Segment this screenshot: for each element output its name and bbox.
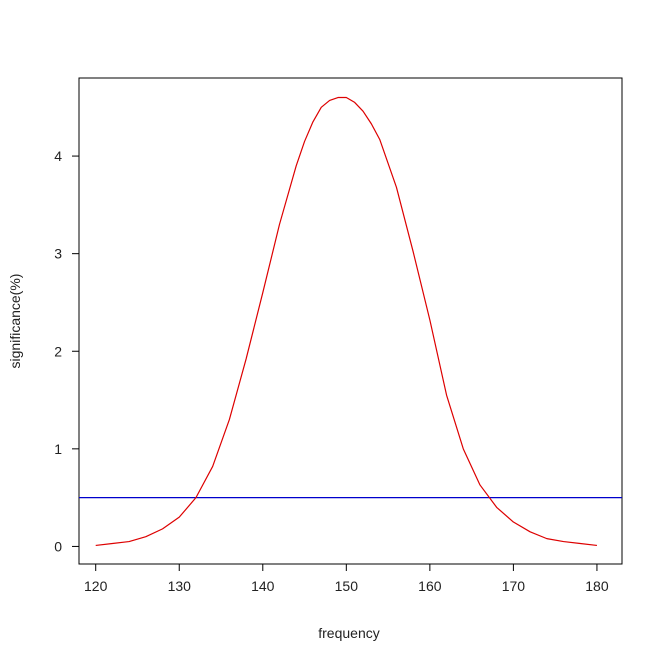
y-tick-label: 3	[54, 246, 62, 262]
x-tick-label: 150	[335, 578, 359, 594]
series-line	[95, 96, 598, 547]
y-tick-label: 4	[54, 148, 62, 164]
series-layer	[95, 96, 598, 547]
x-tick-label: 140	[251, 578, 275, 594]
y-tick-label: 0	[54, 538, 62, 554]
plot-frame	[78, 77, 623, 565]
y-axis-title: significance(%)	[7, 274, 23, 369]
y-tick-label: 1	[54, 441, 62, 457]
x-axis: 120 130 140 150 160 170 180	[84, 563, 609, 594]
x-tick-label: 130	[168, 578, 192, 594]
x-tick-label: 180	[585, 578, 609, 594]
x-tick-label: 120	[84, 578, 108, 594]
y-axis: 0 1 2 3 4	[54, 148, 80, 554]
y-tick-label: 2	[54, 343, 62, 359]
x-axis-title: frequency	[318, 625, 379, 641]
x-tick-label: 160	[418, 578, 442, 594]
x-tick-label: 170	[502, 578, 526, 594]
